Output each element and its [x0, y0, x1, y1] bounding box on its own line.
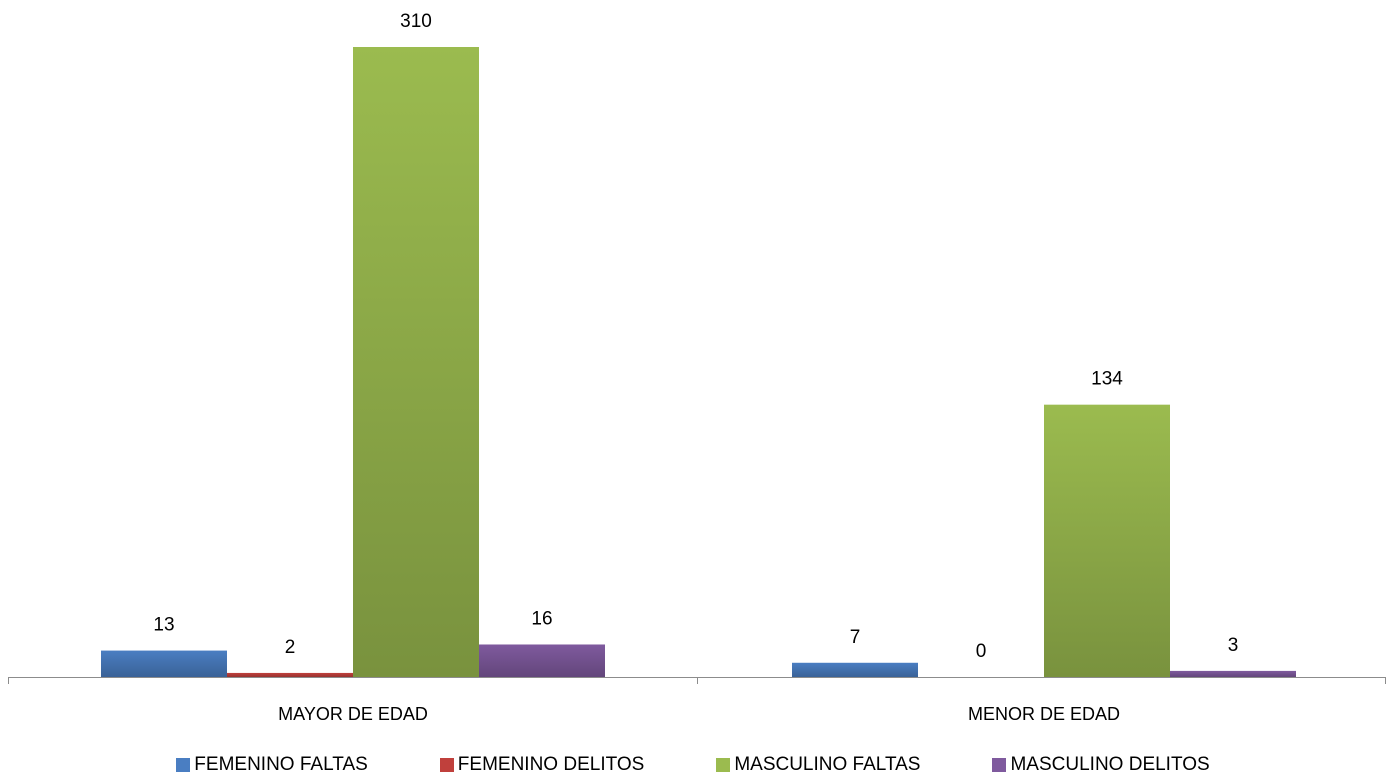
data-label-1-3: 310: [400, 11, 432, 32]
bars-group: [101, 47, 1296, 677]
legend-swatch-4: [992, 757, 1007, 772]
data-label-2-1: 7: [850, 627, 861, 648]
data-label-1-2: 2: [285, 637, 296, 658]
legend-label-1: FEMENINO FALTAS: [194, 753, 368, 775]
data-label-1-4: 16: [531, 608, 552, 629]
bar-1-1: [101, 650, 227, 677]
legend: FEMENINO FALTAS FEMENINO DELITOS MASCULINO…: [0, 752, 1386, 777]
bar-2-3: [1044, 404, 1170, 677]
data-label-2-4: 3: [1228, 635, 1239, 656]
legend-swatch-2: [439, 757, 454, 772]
bar-chart: 13 2 310 16 7 0 134 3 MAYOR DE EDAD MENOR DE EDA…: [8, 11, 1386, 724]
legend-item-1: FEMENINO FALTAS: [176, 752, 368, 777]
bar-1-2: [227, 672, 353, 677]
bar-1-3: [353, 47, 479, 677]
data-label-2-3: 134: [1091, 369, 1123, 390]
legend-item-3: MASCULINO FALTAS: [716, 752, 920, 777]
legend-item-2: FEMENINO DELITOS: [439, 752, 645, 777]
bar-1-4: [479, 644, 605, 677]
legend-label-3: MASCULINO FALTAS: [734, 753, 921, 775]
legend-item-4: MASCULINO DELITOS: [992, 752, 1210, 777]
data-label-1-1: 13: [153, 615, 174, 636]
data-labels-group: 13 2 310 16 7 0 134 3: [153, 11, 1238, 662]
x-tick-label-2: MENOR DE EDAD: [968, 704, 1120, 724]
data-label-2-2: 0: [976, 641, 987, 662]
bar-2-4: [1170, 670, 1296, 677]
bar-2-1: [792, 662, 918, 677]
legend-label-4: MASCULINO DELITOS: [1010, 753, 1210, 775]
legend-label-2: FEMENINO DELITOS: [457, 753, 645, 775]
legend-swatch-3: [716, 757, 731, 772]
x-axis: MAYOR DE EDAD MENOR DE EDAD: [8, 677, 1386, 724]
x-tick-label-1: MAYOR DE EDAD: [278, 704, 428, 724]
legend-swatch-1: [176, 757, 191, 772]
